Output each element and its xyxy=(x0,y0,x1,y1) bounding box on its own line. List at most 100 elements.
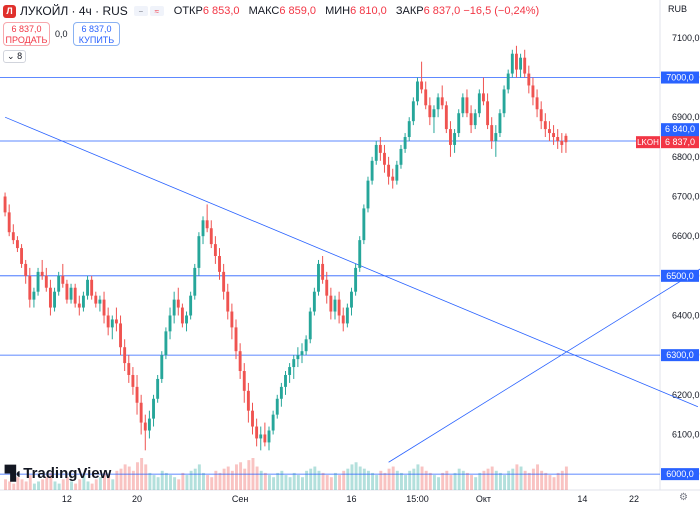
candle-body xyxy=(312,291,316,312)
volume-bar xyxy=(371,472,375,490)
volume-bar xyxy=(408,470,412,490)
volume-bar xyxy=(399,472,403,490)
indicators-toggle[interactable]: ⌄ 8 xyxy=(3,50,27,63)
candle-body xyxy=(98,299,102,304)
volume-bar xyxy=(412,468,416,490)
candle-body xyxy=(147,418,151,431)
tradingview-logo[interactable]: ▜◖ TradingView xyxy=(5,465,111,482)
volume-bar xyxy=(498,472,502,490)
symbol-info[interactable]: Л ЛУКОЙЛ · 4ч · RUS − ≈ xyxy=(3,4,164,18)
candle-body xyxy=(102,299,106,316)
tv-logo-icon: ▜◖ xyxy=(5,465,22,481)
candle-body xyxy=(81,295,85,308)
volume-bar xyxy=(366,470,370,490)
candle-body xyxy=(506,73,510,90)
volume-bar xyxy=(173,477,177,490)
candle-body xyxy=(399,148,403,165)
currency-label[interactable]: RUB xyxy=(668,4,688,14)
candle-body xyxy=(86,279,89,296)
candle-body xyxy=(230,311,234,328)
volume-bar xyxy=(416,464,420,490)
candle-body xyxy=(329,295,333,312)
candle-body xyxy=(317,263,320,292)
volume-bar xyxy=(78,479,82,490)
candle-body xyxy=(271,414,275,431)
volume-bar xyxy=(329,477,333,490)
candle-body xyxy=(490,125,494,141)
volume-bar xyxy=(119,468,123,490)
candle-body xyxy=(387,164,391,177)
candle-body xyxy=(127,363,131,375)
y-tick-label: 6400,0 xyxy=(672,310,700,320)
candle-body xyxy=(110,319,114,328)
volume-bar xyxy=(263,472,267,490)
volume-bar xyxy=(243,468,247,490)
volume-bar xyxy=(445,470,449,490)
volume-bar xyxy=(177,479,181,490)
volume-bar xyxy=(536,464,539,490)
volume-bar xyxy=(28,475,32,490)
chart-header: Л ЛУКОЙЛ · 4ч · RUS − ≈ ОТКР6 853,0 МАКС… xyxy=(0,0,660,22)
buy-price: 6 837,0 xyxy=(81,24,112,34)
candle-body xyxy=(7,212,11,233)
candle-body xyxy=(333,299,337,312)
volume-bar xyxy=(358,466,362,490)
level-price-text: 6000,0 xyxy=(666,469,694,479)
candle-body xyxy=(308,311,312,340)
volume-bar xyxy=(235,464,238,490)
volume-bar xyxy=(478,472,482,490)
y-tick-label: 6900,0 xyxy=(672,112,700,122)
candle-body xyxy=(238,351,242,372)
y-tick-label: 6700,0 xyxy=(672,192,700,202)
price-axis-panel xyxy=(660,0,700,506)
volume-bar xyxy=(156,477,160,490)
candle-body xyxy=(114,319,118,324)
candle-body xyxy=(197,236,201,268)
level-price-tag xyxy=(661,468,699,481)
candle-body xyxy=(436,97,440,110)
candle-body xyxy=(234,327,238,352)
minus-icon[interactable]: − xyxy=(133,6,148,16)
volume-bar xyxy=(457,468,461,490)
volume-bar xyxy=(511,468,515,490)
volume-bar xyxy=(552,477,556,490)
candle-body xyxy=(527,73,531,86)
candle-body xyxy=(275,398,279,415)
level-price-text: 6300,0 xyxy=(666,350,694,360)
candle-body xyxy=(453,133,457,145)
candle-body xyxy=(209,228,213,245)
volume-bar xyxy=(131,470,135,490)
volume-bar xyxy=(197,464,201,490)
volume-bar xyxy=(395,470,399,490)
candle-body xyxy=(469,113,473,126)
candle-body xyxy=(15,240,19,249)
volume-bar xyxy=(556,472,560,490)
candle-body xyxy=(94,295,98,304)
buy-button[interactable]: 6 837,0 КУПИТЬ xyxy=(73,22,120,46)
volume-bar xyxy=(218,472,222,490)
candle-body xyxy=(20,248,24,264)
volume-bar xyxy=(4,479,7,490)
candle-body xyxy=(560,140,564,145)
volume-bar xyxy=(486,468,490,490)
symbol-tag-text: LKOH xyxy=(637,138,659,147)
candle-body xyxy=(143,422,147,431)
wave-icon[interactable]: ≈ xyxy=(149,6,164,16)
volume-bar xyxy=(441,472,445,490)
volume-bar xyxy=(527,472,531,490)
candle-body xyxy=(131,374,135,387)
x-tick-label: 15:00 xyxy=(406,494,429,504)
volume-bar xyxy=(461,470,465,490)
brand-name: TradingView xyxy=(23,465,112,482)
gear-icon[interactable]: ⚙ xyxy=(679,492,688,503)
volume-bar xyxy=(292,472,296,490)
candle-body xyxy=(32,291,36,300)
candle-body xyxy=(176,299,180,308)
volume-bar xyxy=(189,470,193,490)
sell-button[interactable]: 6 837,0 ПРОДАТЬ xyxy=(3,22,50,46)
volume-bar xyxy=(214,470,218,490)
volume-bar xyxy=(346,468,350,490)
candle-body xyxy=(185,315,188,324)
candle-body xyxy=(180,307,184,324)
